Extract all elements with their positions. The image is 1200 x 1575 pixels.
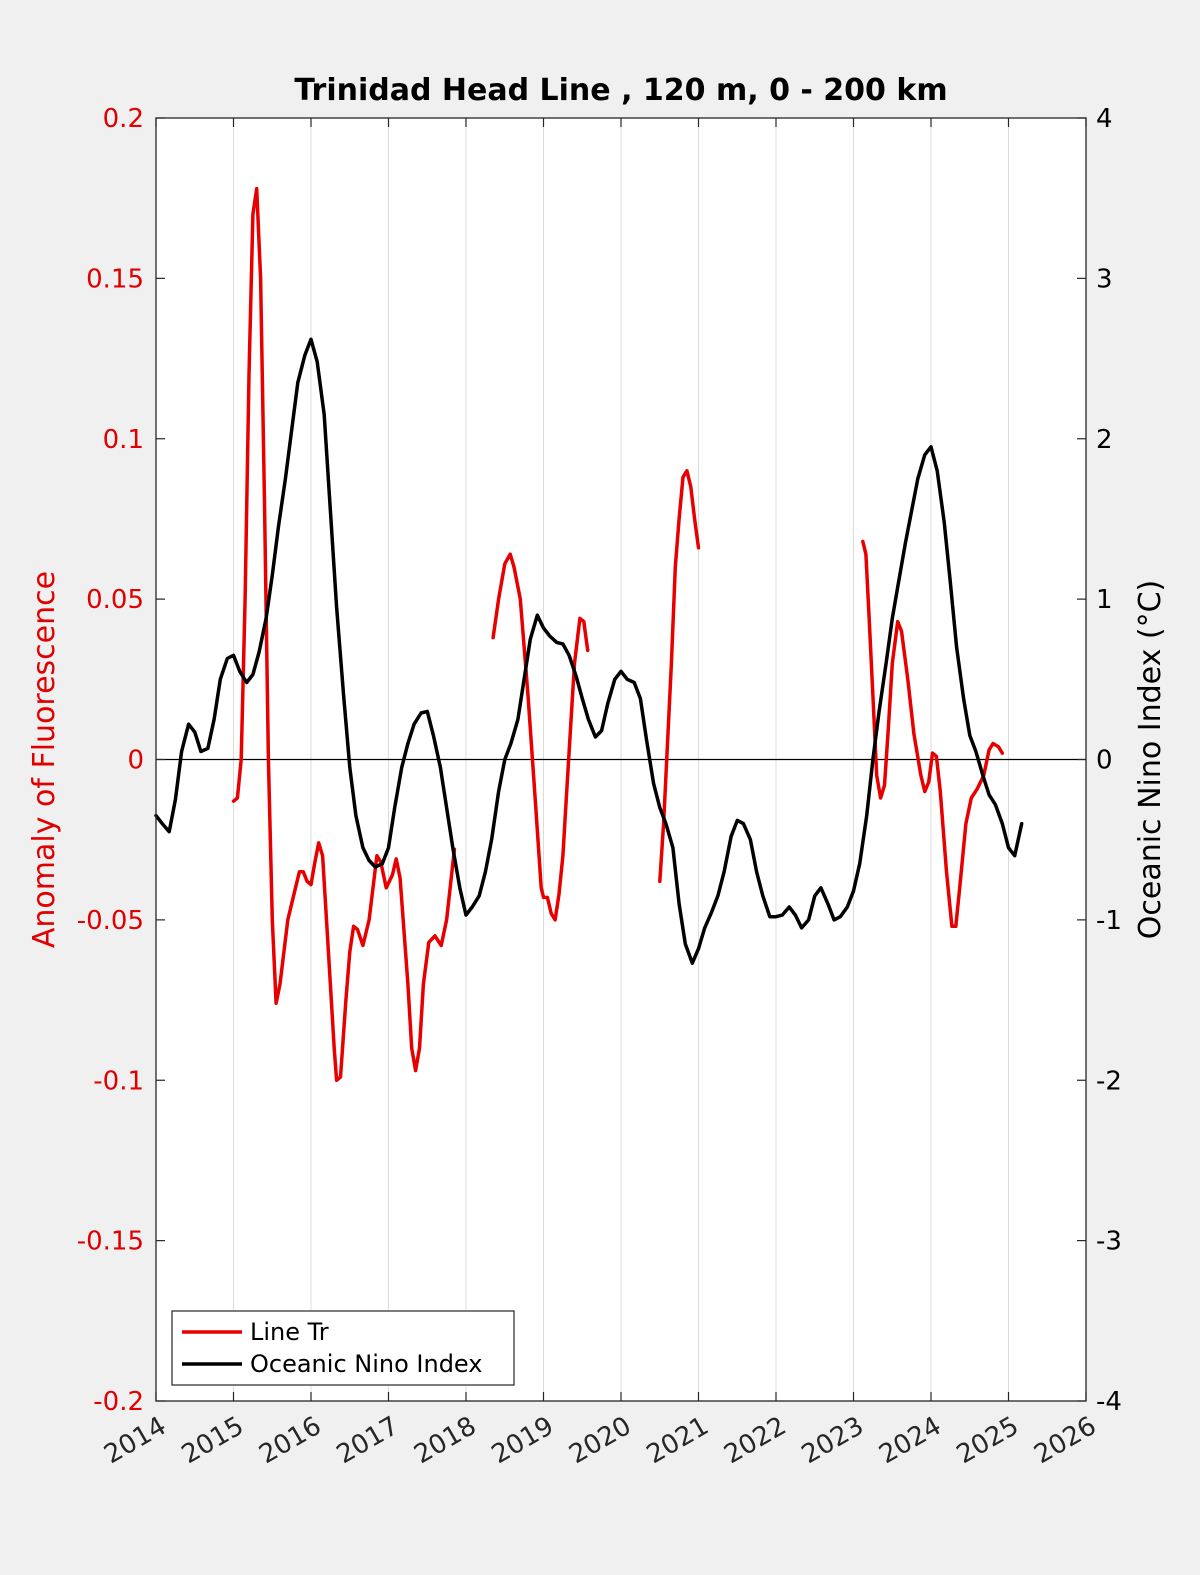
y-right-tick-label: -1 [1096, 906, 1122, 936]
x-tick-label: 2021 [642, 1411, 714, 1470]
y-left-tick-label: 0 [127, 746, 144, 776]
y-left-tick-label: 0.1 [103, 425, 144, 455]
series-line-tr-segment-0 [231, 186, 457, 1083]
series-line-tr-segment-2 [658, 469, 701, 884]
y-left-tick-label: -0.2 [93, 1387, 144, 1417]
y-right-tick-label: 4 [1096, 104, 1113, 134]
y-right-tick-label: 2 [1096, 425, 1113, 455]
y-right-tick-label: -3 [1096, 1227, 1122, 1257]
x-tick-label: 2024 [874, 1411, 946, 1470]
x-tick-label: 2014 [99, 1411, 171, 1470]
y-left-tick-label: -0.1 [93, 1066, 144, 1096]
y-left-tick-label: -0.05 [77, 906, 144, 936]
x-tick-label: 2026 [1029, 1411, 1101, 1470]
x-tick-label: 2016 [254, 1411, 326, 1470]
y-right-tick-label: -2 [1096, 1066, 1122, 1096]
x-tick-label: 2018 [409, 1411, 481, 1470]
y-left-tick-label: 0.2 [103, 104, 144, 134]
series-oni-line-0 [154, 337, 1024, 965]
x-tick-label: 2025 [952, 1411, 1024, 1470]
legend-label-oni: Oceanic Nino Index [250, 1350, 482, 1378]
y-right-tick-label: -4 [1096, 1387, 1122, 1417]
series-line-tr-segment-3 [861, 539, 1005, 929]
y-right-tick-label: 3 [1096, 264, 1113, 294]
y-right-tick-label: 1 [1096, 585, 1113, 615]
right-axis-label: Oceanic Nino Index (°C) [1133, 580, 1168, 940]
legend-box [171, 1310, 515, 1386]
x-tick-label: 2019 [487, 1411, 559, 1470]
y-left-tick-label: 0.05 [86, 585, 144, 615]
series-line-tr-segment-1 [491, 552, 590, 922]
x-tick-label: 2023 [797, 1411, 869, 1470]
legend: Line Tr Oceanic Nino Index [171, 1310, 515, 1386]
x-tick-label: 2022 [719, 1411, 791, 1470]
y-left-tick-label: -0.15 [77, 1227, 144, 1257]
x-tick-label: 2015 [177, 1411, 249, 1470]
chart-title: Trinidad Head Line , 120 m, 0 - 200 km [294, 73, 947, 108]
y-left-tick-label: 0.15 [86, 264, 144, 294]
x-tick-label: 2020 [564, 1411, 636, 1470]
x-tick-label: 2017 [332, 1411, 404, 1470]
left-axis-label: Anomaly of Fluorescence [27, 571, 62, 948]
y-right-tick-label: 0 [1096, 746, 1113, 776]
series-lines [154, 186, 1024, 1083]
legend-label-line-tr: Line Tr [250, 1318, 329, 1346]
